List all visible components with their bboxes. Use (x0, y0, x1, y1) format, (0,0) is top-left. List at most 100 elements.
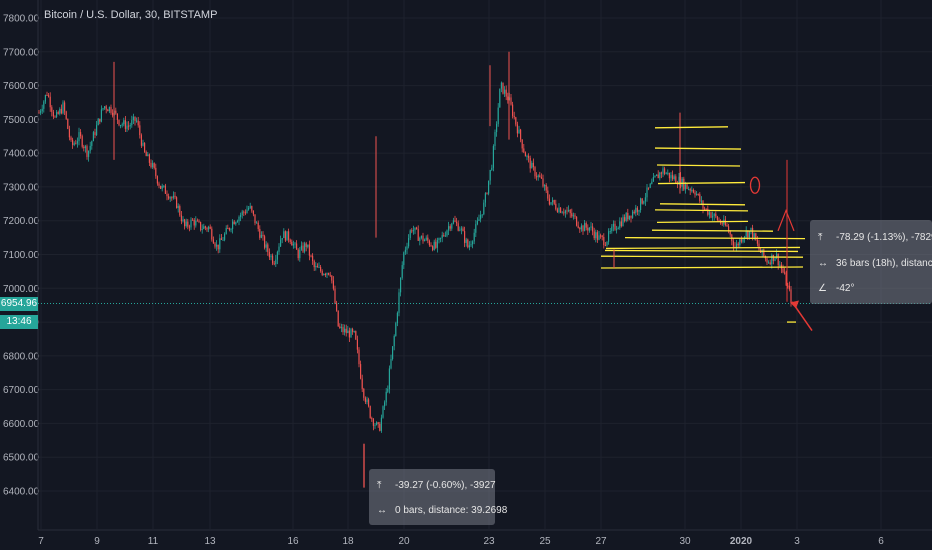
candle-body (691, 189, 693, 191)
candle-body (219, 238, 221, 250)
candle-body (667, 172, 669, 174)
candle-body (481, 214, 483, 216)
candle-body (395, 323, 397, 336)
candle-body (428, 240, 430, 246)
candle-body (472, 241, 474, 245)
candle-body (443, 235, 445, 237)
y-tick-label: 7800.00 (3, 14, 40, 25)
candle-body (294, 243, 296, 245)
tooltip-range-text: -78.29 (-1.13%), -7829 (836, 232, 932, 243)
candle-body (283, 231, 285, 239)
candle-body (203, 226, 205, 230)
candle-body (345, 328, 347, 334)
candle-body (758, 243, 760, 250)
x-tick-label: 7 (38, 536, 44, 547)
annotation-line (605, 246, 801, 250)
candle-body (76, 141, 78, 144)
candle-body (171, 197, 173, 199)
candle-body (190, 219, 192, 228)
candle-body (476, 220, 478, 225)
candle-body (579, 227, 581, 230)
candle-body (468, 245, 470, 248)
candle-body (267, 244, 269, 253)
candle-body (222, 239, 224, 241)
candle-body (363, 388, 365, 398)
candle-body (537, 175, 539, 178)
candle-body (744, 236, 746, 239)
candle-body (580, 225, 582, 230)
candle-body (769, 262, 771, 265)
candle-body (748, 230, 750, 238)
candle-body (712, 216, 714, 218)
candle-body (193, 219, 195, 226)
candle-body (670, 175, 672, 179)
x-tick-label: 27 (595, 536, 607, 547)
candle-body (240, 215, 242, 217)
candle-body (568, 210, 570, 212)
candle-body (500, 82, 502, 89)
candle-body (668, 172, 670, 179)
candle-body (510, 97, 512, 105)
candle-body (656, 174, 658, 176)
candle-body (492, 146, 494, 168)
candle-body (376, 422, 378, 425)
candle-body (358, 349, 360, 365)
candle-body (212, 239, 214, 244)
y-tick-label: 7400.00 (3, 149, 40, 160)
candle-body (318, 267, 320, 269)
candle-body (339, 326, 341, 328)
candle-body (646, 187, 648, 198)
candle-body (286, 231, 288, 241)
candle-body (728, 226, 730, 232)
candle-body (180, 215, 182, 222)
candle-body (179, 206, 181, 216)
candle-body (484, 193, 486, 203)
candle-body (158, 183, 160, 186)
candle-body (740, 239, 742, 242)
candle-body (328, 273, 330, 275)
candle-body (88, 150, 90, 157)
candle-body (432, 246, 434, 250)
candle-body (715, 213, 717, 217)
candle-body (337, 310, 339, 327)
candle-body (464, 231, 466, 243)
candle-body (756, 240, 758, 244)
tooltip-angle-text: -42° (836, 283, 855, 294)
candle-body (355, 331, 357, 340)
candle-body (65, 111, 67, 119)
candle-body (585, 223, 587, 228)
candle-body (332, 280, 334, 289)
y-tick-label: 6500.00 (3, 453, 40, 464)
candle-body (694, 192, 696, 195)
candle-body (574, 215, 576, 217)
candle-body (635, 207, 637, 214)
x-tick-label: 11 (148, 536, 159, 547)
candle-body (436, 240, 438, 248)
candle-body (176, 197, 178, 208)
candle-body (116, 113, 118, 120)
candle-body (412, 230, 414, 232)
candle-body (104, 106, 106, 109)
candle-body (622, 217, 624, 227)
candle-body (100, 109, 102, 122)
candle-body (547, 190, 549, 199)
candle-body (729, 231, 731, 235)
candle-body (350, 329, 352, 338)
candle-body (569, 210, 571, 214)
annotation-line (600, 255, 804, 258)
candle-body (94, 132, 96, 135)
candle-body (531, 162, 533, 169)
candle-body (312, 255, 314, 262)
candle-body (696, 193, 698, 195)
candle-body (198, 220, 200, 222)
candle-body (753, 233, 755, 238)
candle-body (278, 246, 280, 252)
candle-body (81, 136, 83, 147)
candle-body (737, 243, 739, 246)
candle-body (334, 288, 336, 304)
candle-body (625, 212, 627, 221)
candle-body (137, 120, 139, 126)
candle-body (297, 249, 299, 259)
candle-body (49, 96, 51, 108)
